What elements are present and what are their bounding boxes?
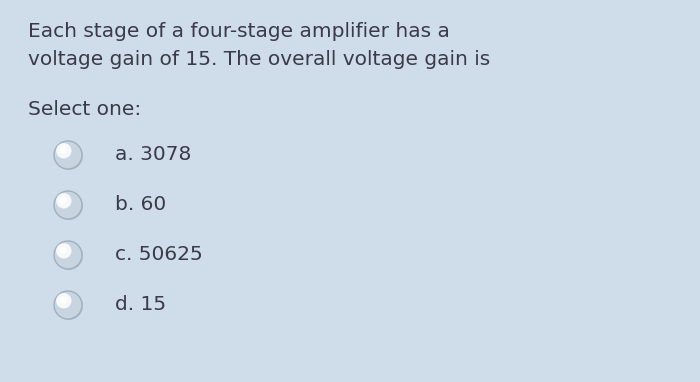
Circle shape [60, 247, 66, 254]
Circle shape [55, 292, 83, 320]
Circle shape [56, 243, 71, 259]
Circle shape [60, 296, 66, 304]
Text: b. 60: b. 60 [115, 196, 167, 215]
Circle shape [56, 293, 71, 309]
Circle shape [54, 241, 82, 269]
Text: voltage gain of 15. The overall voltage gain is: voltage gain of 15. The overall voltage … [28, 50, 490, 69]
Circle shape [56, 143, 71, 159]
Circle shape [55, 142, 83, 170]
Circle shape [55, 192, 83, 220]
Circle shape [60, 147, 66, 154]
Circle shape [54, 141, 82, 169]
Circle shape [60, 197, 66, 204]
Circle shape [55, 242, 83, 270]
Circle shape [56, 193, 71, 209]
Circle shape [54, 291, 82, 319]
Text: a. 3078: a. 3078 [115, 146, 191, 165]
Text: c. 50625: c. 50625 [115, 246, 203, 264]
Text: Each stage of a four-stage amplifier has a: Each stage of a four-stage amplifier has… [28, 22, 450, 41]
Circle shape [54, 191, 82, 219]
Text: d. 15: d. 15 [115, 296, 166, 314]
Text: Select one:: Select one: [28, 100, 141, 119]
